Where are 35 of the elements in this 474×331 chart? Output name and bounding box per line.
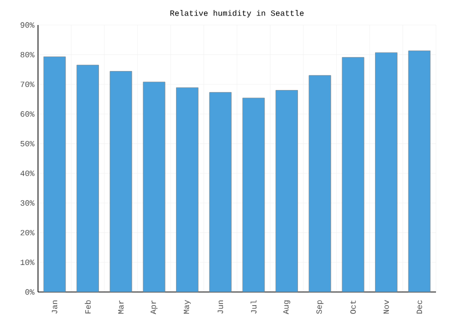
x-tick-label: Dec xyxy=(416,300,422,314)
x-tick-label: Jun xyxy=(218,300,224,314)
bar xyxy=(308,75,332,292)
y-tick-label: 10% xyxy=(20,260,34,266)
bar xyxy=(408,50,431,292)
bar xyxy=(342,57,364,292)
y-tick-label: 50% xyxy=(20,140,34,146)
y-tick-label: 30% xyxy=(20,200,34,206)
x-tick-label: Apr xyxy=(150,300,158,314)
bar xyxy=(76,64,99,292)
y-tick-label: 60% xyxy=(20,111,34,117)
y-tick-label: 90% xyxy=(20,22,34,28)
x-tick-label: May xyxy=(184,300,191,314)
x-tick-label: Oct xyxy=(350,300,356,314)
bar xyxy=(176,87,198,292)
bar xyxy=(276,90,298,292)
chart-title: Relative humidity in Seattle xyxy=(170,10,304,18)
y-tick-label: 70% xyxy=(20,82,34,88)
bar xyxy=(142,82,166,292)
x-tick-label: Mar xyxy=(118,300,124,314)
bar xyxy=(43,56,66,292)
bar xyxy=(209,92,232,292)
x-tick-label: Sep xyxy=(316,300,324,314)
x-tick-label: Feb xyxy=(84,300,91,314)
y-tick-label: 0% xyxy=(25,289,34,295)
y-tick-label: 40% xyxy=(20,170,34,176)
x-tick-label: Aug xyxy=(283,300,290,314)
x-tick-label: Jul xyxy=(250,300,257,314)
x-tick-label: Jan xyxy=(52,300,58,314)
y-tick-label: 20% xyxy=(20,230,34,236)
x-tick-label: Nov xyxy=(384,300,389,314)
y-tick-label: 80% xyxy=(20,52,34,58)
bar xyxy=(242,98,265,292)
bar xyxy=(375,52,398,292)
bar xyxy=(110,71,132,292)
